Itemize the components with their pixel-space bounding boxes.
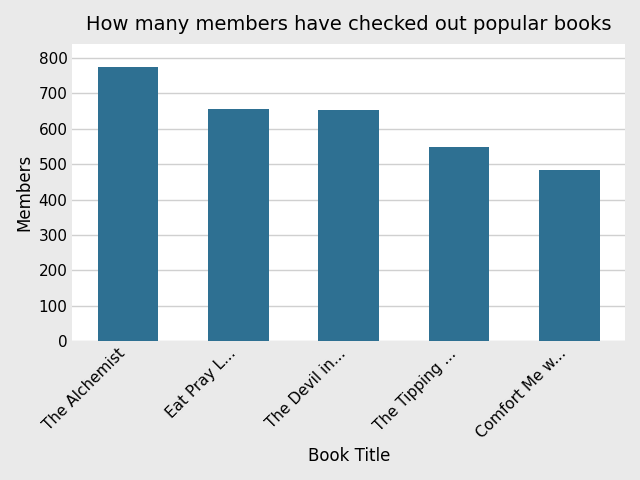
- Bar: [539, 170, 600, 341]
- Bar: [318, 110, 379, 341]
- Bar: [97, 67, 158, 341]
- Bar: [429, 147, 490, 341]
- Bar: [208, 108, 269, 341]
- Title: How many members have checked out popular books: How many members have checked out popula…: [86, 15, 611, 34]
- Y-axis label: Members: Members: [15, 154, 33, 231]
- X-axis label: Book Title: Book Title: [308, 447, 390, 465]
